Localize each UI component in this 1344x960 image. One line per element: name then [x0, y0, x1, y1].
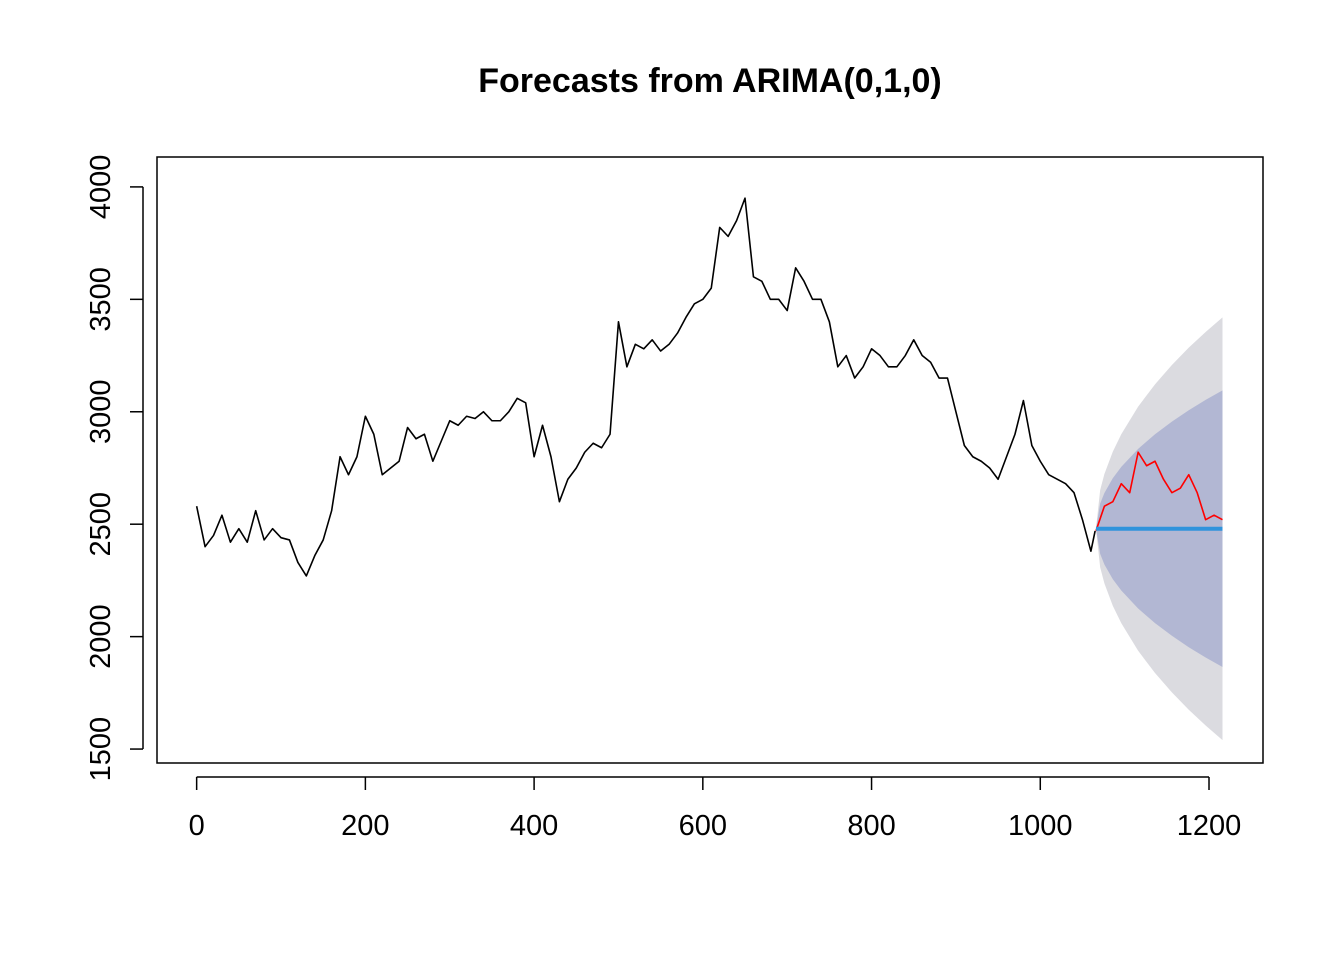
y-tick-label: 2000 — [85, 604, 117, 669]
chart-title: Forecasts from ARIMA(0,1,0) — [478, 62, 942, 100]
y-tick-label: 1500 — [85, 717, 117, 782]
y-tick-label: 3000 — [85, 380, 117, 445]
x-tick-label: 200 — [341, 810, 389, 842]
series-line — [1095, 451, 1223, 532]
x-tick-label: 0 — [189, 810, 205, 842]
x-tick-label: 1000 — [1008, 810, 1073, 842]
y-tick-label: 2500 — [85, 492, 117, 557]
y-tick-label: 3500 — [85, 267, 117, 332]
series-line — [195, 197, 1096, 577]
x-tick-label: 600 — [679, 810, 727, 842]
plot-box — [156, 156, 1264, 764]
x-tick-label: 1200 — [1177, 810, 1242, 842]
y-tick-label: 4000 — [85, 155, 117, 220]
x-tick-label: 800 — [847, 810, 895, 842]
x-tick-label: 400 — [510, 810, 558, 842]
